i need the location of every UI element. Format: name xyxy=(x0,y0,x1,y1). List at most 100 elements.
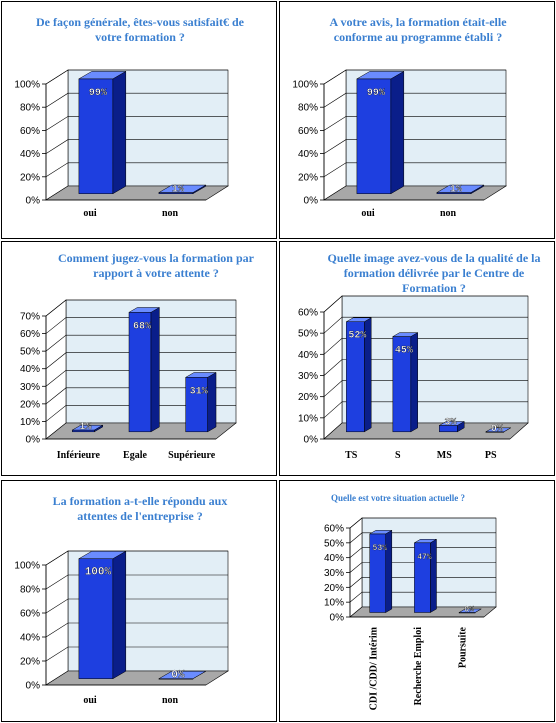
category-label: Egale xyxy=(123,450,147,461)
chart-panel-attente: Comment jugez-vous la formation par rappo… xyxy=(1,241,277,476)
y-tick-label: 20% xyxy=(20,657,40,668)
category-label: TS xyxy=(345,450,358,461)
bar-side xyxy=(430,538,437,613)
y-tick-label: 30% xyxy=(324,568,344,579)
bar-1 xyxy=(128,307,161,433)
gridline xyxy=(349,547,496,558)
y-tick-label: 30% xyxy=(20,382,40,393)
category-label: Inférieure xyxy=(57,450,101,461)
gridline xyxy=(45,550,228,566)
y-tick-label: 20% xyxy=(20,172,40,183)
category-label: Supérieure xyxy=(168,450,216,461)
y-tick-label: 0% xyxy=(330,613,345,624)
chart-panel-entreprise: La formation a-t-elle répondu aux attente… xyxy=(1,480,277,722)
bar-value-label: 0% xyxy=(491,424,503,435)
y-tick-label: 40% xyxy=(20,633,40,644)
y-tick-label: 60% xyxy=(20,329,40,340)
y-tick-label: 100% xyxy=(14,561,40,572)
gridline xyxy=(349,532,496,544)
bar-value-label: 52% xyxy=(348,331,366,342)
y-tick-label: 50% xyxy=(324,538,344,549)
bar-0 xyxy=(71,424,104,433)
category-label: non xyxy=(162,695,179,706)
bar-3 xyxy=(484,427,512,433)
bar-top xyxy=(368,530,393,535)
y-tick-label: 10% xyxy=(20,417,40,428)
gridline xyxy=(45,317,236,334)
bar-top xyxy=(438,421,466,426)
chart-svg-attente: Comment jugez-vous la formation par rappo… xyxy=(20,251,255,461)
bar-side xyxy=(150,307,160,433)
gridline xyxy=(349,577,496,588)
bar-top xyxy=(77,550,127,559)
bar-0 xyxy=(345,317,373,433)
category-label: non xyxy=(440,208,457,219)
category-label: S xyxy=(395,450,401,461)
bar-side xyxy=(390,70,405,195)
chart-title: Comment jugez-vous la formation par rappo… xyxy=(58,251,255,280)
gridline xyxy=(323,162,506,178)
gridline xyxy=(323,295,528,313)
gridline xyxy=(323,401,528,419)
gridline xyxy=(45,299,236,317)
category-label: non xyxy=(162,208,179,219)
y-tick-label: 20% xyxy=(324,583,344,594)
bar-top xyxy=(484,427,512,433)
gridline xyxy=(323,359,528,376)
y-tick-label: 60% xyxy=(324,524,344,535)
gridline xyxy=(45,352,236,369)
gridline xyxy=(349,517,496,529)
y-tick-label: 20% xyxy=(298,392,318,403)
y-tick-label: 30% xyxy=(298,371,318,382)
bar-value-label: 0% xyxy=(171,670,185,682)
bar-0 xyxy=(77,550,127,680)
bar-2 xyxy=(458,608,483,614)
gridline xyxy=(45,622,228,638)
bar-2 xyxy=(438,421,466,433)
bar-top xyxy=(355,71,405,80)
gridline xyxy=(45,598,228,614)
category-label: CDI /CDD/ Intérim xyxy=(368,626,379,710)
chart-title: De façon générale, êtes-vous satisfait€ … xyxy=(36,15,245,44)
gridline xyxy=(323,92,506,108)
chart-title: A votre avis, la formation était-elle con… xyxy=(329,15,507,44)
y-tick-label: 100% xyxy=(292,80,318,91)
gridline xyxy=(349,562,496,573)
gridline xyxy=(45,646,228,662)
bar-top xyxy=(345,317,373,322)
chart-svg-situation: Quelle est votre situation actuelle ? 0% 1… xyxy=(324,493,497,710)
chart-side-wall xyxy=(45,550,69,686)
bar-top xyxy=(128,307,161,313)
bar-value-label: 1% xyxy=(79,422,91,433)
y-tick-label: 20% xyxy=(298,172,318,183)
chart-svg-entreprise: La formation a-t-elle répondu aux attente… xyxy=(14,494,230,706)
y-tick-label: 50% xyxy=(298,329,318,340)
category-label: Poursuite xyxy=(458,626,469,668)
bar-side xyxy=(112,550,127,680)
y-tick-label: 10% xyxy=(298,413,318,424)
bar-top xyxy=(184,372,217,378)
chart-title: Quelle est votre situation actuelle ? xyxy=(331,493,465,503)
bar-face xyxy=(78,558,114,679)
chart-side-wall xyxy=(45,69,69,201)
bar-value-label: 99% xyxy=(89,88,107,99)
chart-side-wall xyxy=(45,299,67,440)
gridline xyxy=(323,316,528,334)
y-tick-label: 70% xyxy=(20,312,40,323)
bar-value-label: 68% xyxy=(133,321,151,332)
gridline xyxy=(349,591,496,603)
y-tick-label: 60% xyxy=(298,308,318,319)
bar-0 xyxy=(355,70,405,195)
gridline xyxy=(323,139,506,154)
chart-svg-programme: A votre avis, la formation était-elle con… xyxy=(292,15,507,219)
gridline xyxy=(323,338,528,355)
bar-side xyxy=(112,70,127,195)
bar-value-label: 100% xyxy=(85,567,112,579)
bar-2 xyxy=(184,372,217,433)
bar-top xyxy=(413,539,438,544)
chart-panel-programme: A votre avis, la formation était-elle con… xyxy=(279,1,555,239)
y-tick-label: 40% xyxy=(20,364,40,375)
chart-title: Quelle image avez-vous de la qualité de … xyxy=(328,251,541,295)
y-tick-label: 60% xyxy=(20,126,40,137)
y-tick-label: 0% xyxy=(304,435,319,446)
